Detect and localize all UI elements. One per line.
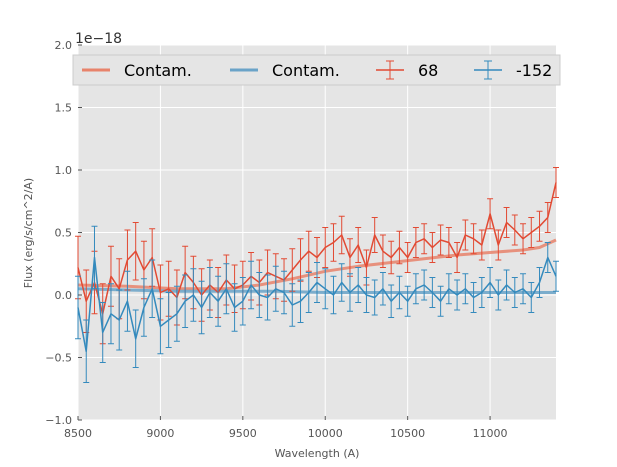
legend-label: Contam. [272,61,340,80]
x-tick-label: 9000 [146,427,174,440]
axis-ticks: 8500 9000 9500 10000 10500 11000 −1.0 −0.5 0.0 0.… [45,39,507,440]
offset-label: 1e−18 [75,31,122,47]
y-tick-label: 1.5 [55,102,73,115]
y-tick-label: 2.0 [55,39,73,52]
legend-label: Contam. [124,61,192,80]
y-tick-label: −1.0 [45,414,72,427]
legend-item: -152 [474,60,552,80]
y-tick-label: 0.0 [55,289,73,302]
series--152 [75,225,559,383]
y-tick-label: 0.5 [55,227,73,240]
legend-item: 68 [376,60,438,80]
series-line [77,256,557,353]
legend-item: Contam. [230,61,340,80]
y-axis-label: Flux (erg/s/cm^2/A) [22,178,35,288]
x-tick-label: 10500 [390,427,425,440]
legend: Contam. Contam. 68 -152 [72,54,561,86]
grid [77,44,556,421]
legend-item: Contam. [82,61,192,80]
x-tick-label: 8500 [64,427,92,440]
y-tick-label: −0.5 [45,352,72,365]
series-68 [75,167,559,345]
x-tick-label: 10000 [308,427,343,440]
legend-label: 68 [418,61,438,80]
series-line [77,182,557,315]
x-axis-label: Wavelength (A) [275,447,360,460]
y-tick-label: 1.0 [55,164,73,177]
legend-label: -152 [516,61,552,80]
x-tick-label: 9500 [229,427,257,440]
data-series [75,167,559,383]
x-tick-label: 11000 [473,427,508,440]
